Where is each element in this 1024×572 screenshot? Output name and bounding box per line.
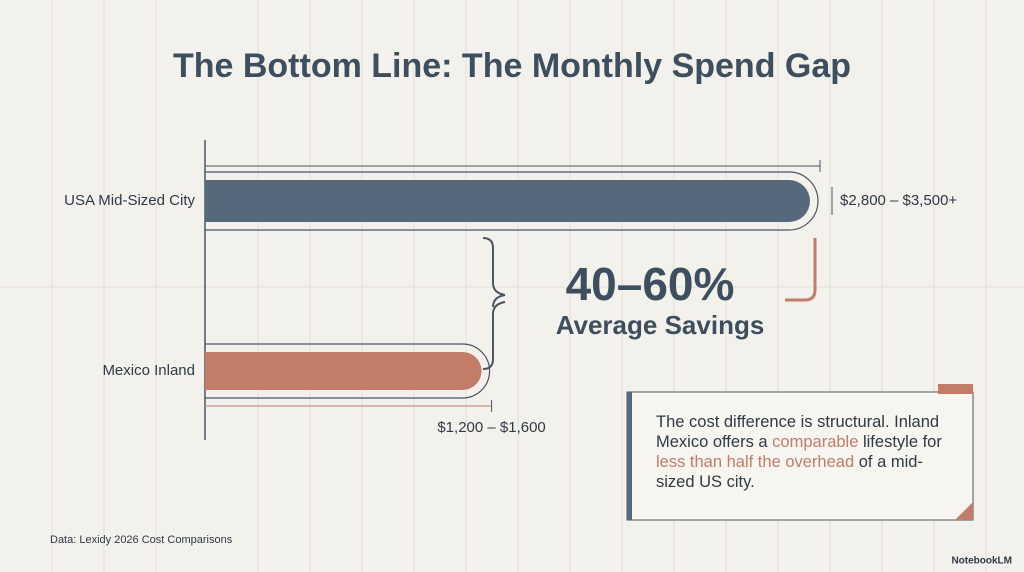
category-label: USA Mid-Sized City xyxy=(64,192,195,209)
brand: NotebookLM xyxy=(951,556,1012,567)
note-accent xyxy=(627,392,632,520)
value-label: $1,200 – $1,600 xyxy=(437,419,545,436)
brace xyxy=(482,237,506,370)
note-box xyxy=(626,391,974,521)
bar-outline xyxy=(205,343,491,399)
savings-value: 40–60% xyxy=(566,258,735,310)
value-label: $2,800 – $3,500+ xyxy=(840,192,957,209)
bracket xyxy=(785,238,817,302)
note-segment: lifestyle for xyxy=(858,433,942,451)
savings-label: Average Savings xyxy=(556,310,765,340)
chart-title: The Bottom Line: The Monthly Spend Gap xyxy=(173,47,851,85)
note-highlight: less than half the overhead xyxy=(656,453,855,471)
bar-outline xyxy=(205,171,819,231)
note-text: The cost difference is structural. Inlan… xyxy=(656,412,956,492)
source: Data: Lexidy 2026 Cost Comparisons xyxy=(50,534,233,546)
category-label: Mexico Inland xyxy=(102,362,195,379)
note-segment: The cost difference is structural. Inlan… xyxy=(656,413,940,451)
bar xyxy=(205,352,482,390)
note-segment: of a mid-sized US city. xyxy=(656,453,923,491)
note-tab xyxy=(938,384,973,394)
bar xyxy=(205,180,810,222)
note-highlight: comparable xyxy=(772,433,859,451)
note-corner xyxy=(955,502,973,520)
